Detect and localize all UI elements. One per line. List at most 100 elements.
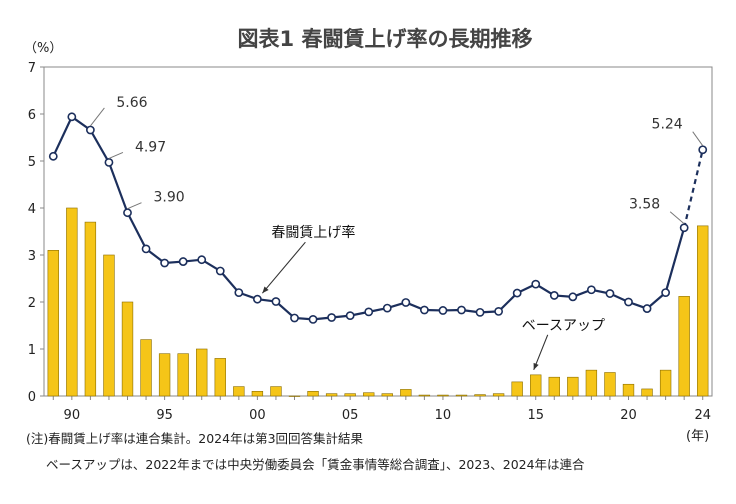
x-tick-label: 24: [694, 408, 711, 423]
bar: [659, 369, 672, 397]
line-point: [642, 304, 652, 313]
line-point: [290, 313, 299, 323]
bar: [307, 390, 319, 397]
bar: [344, 393, 356, 397]
bar: [363, 392, 375, 397]
bar: [530, 374, 542, 397]
line-point: [512, 288, 522, 298]
series-label-line-arrow-head: [262, 286, 269, 294]
annotation-leader: [669, 211, 685, 225]
value-label: 3.58: [629, 197, 660, 213]
footnote-line-2: ベースアップは、2022年までは中央労働委員会「賃金事情等総合調査」、2023、…: [46, 457, 585, 472]
line-point: [327, 313, 337, 322]
annotation-leader: [692, 131, 704, 147]
line-point: [531, 279, 541, 289]
bar: [177, 353, 189, 397]
bar: [585, 369, 598, 397]
x-tick-label: 15: [527, 408, 544, 423]
line-point: [234, 288, 244, 297]
line-point: [494, 306, 504, 316]
line-point: [549, 291, 559, 300]
x-tick-label: 90: [64, 408, 81, 423]
annotation-leader: [108, 151, 124, 159]
line-series-dashed: [683, 149, 704, 228]
y-tick-label: 3: [28, 249, 36, 264]
x-tick-label: 95: [156, 408, 173, 423]
line-point: [364, 307, 374, 317]
bar: [381, 393, 393, 397]
line-point: [104, 158, 114, 167]
bar: [270, 386, 282, 397]
line-point: [252, 294, 262, 304]
y-tick-label: 6: [28, 108, 36, 123]
bar: [233, 386, 245, 397]
line-point: [123, 208, 132, 218]
bar: [511, 381, 523, 397]
line-point: [568, 292, 578, 302]
bar: [325, 393, 338, 397]
line-point: [624, 297, 633, 307]
bar: [288, 395, 301, 397]
bar: [103, 254, 115, 397]
line-point: [438, 306, 448, 315]
line-point: [67, 112, 77, 122]
footnote-line-1: (注)春闘賃上げ率は連合集計。2024年は第3回回答集計結果: [26, 431, 364, 446]
line-point: [457, 305, 466, 315]
x-tick-label: 05: [342, 408, 359, 423]
line-point: [48, 151, 58, 161]
y-tick-label: 4: [28, 202, 36, 217]
bar: [437, 394, 449, 397]
bar: [567, 376, 579, 397]
series-label-line-arrow: [261, 241, 306, 294]
series-label-bar: ベースアップ: [522, 318, 605, 334]
line-point: [586, 285, 596, 295]
plot-frame: [43, 66, 713, 397]
bar: [548, 376, 560, 397]
line-point: [160, 258, 170, 268]
bar: [47, 250, 59, 397]
bar: [455, 394, 468, 397]
bar: [622, 383, 635, 397]
bar: [641, 388, 653, 397]
line-point: [605, 289, 615, 298]
value-label: 5.24: [652, 117, 683, 133]
annotation-leader: [127, 202, 142, 210]
series-label-line: 春闘賃上げ率: [271, 224, 355, 241]
line-point: [345, 311, 355, 321]
bar: [140, 339, 152, 397]
line-point: [475, 307, 485, 317]
bar: [66, 207, 78, 397]
bar: [474, 394, 486, 397]
line-point: [308, 314, 318, 324]
bar: [678, 296, 690, 397]
x-axis-unit: (年): [686, 429, 709, 444]
y-tick-label: 2: [28, 296, 36, 311]
line-point: [178, 257, 188, 266]
bar: [697, 225, 709, 397]
y-tick-label: 5: [28, 155, 36, 170]
chart-title: 図表1 春闘賃上げ率の長期推移: [238, 27, 533, 51]
x-tick-label: 20: [620, 408, 637, 423]
value-label: 4.97: [135, 139, 166, 155]
y-axis-unit: （%）: [24, 41, 62, 56]
line-point: [271, 297, 281, 306]
bar: [121, 301, 134, 397]
line-point: [661, 288, 671, 297]
bar: [251, 390, 264, 397]
y-tick-label: 0: [28, 390, 36, 405]
line-point: [679, 223, 689, 233]
bar: [214, 358, 226, 397]
value-label: 5.66: [116, 95, 147, 111]
line-point: [401, 298, 411, 307]
bar: [158, 353, 171, 397]
x-tick-label: 10: [435, 408, 452, 423]
line-point: [141, 244, 151, 254]
line-point: [85, 125, 95, 135]
value-label: 3.90: [154, 190, 185, 206]
line-point: [215, 266, 225, 276]
series-label-bar-arrow-head: [533, 362, 539, 370]
bar: [604, 372, 616, 397]
line-point: [197, 255, 207, 265]
bar: [492, 393, 505, 397]
